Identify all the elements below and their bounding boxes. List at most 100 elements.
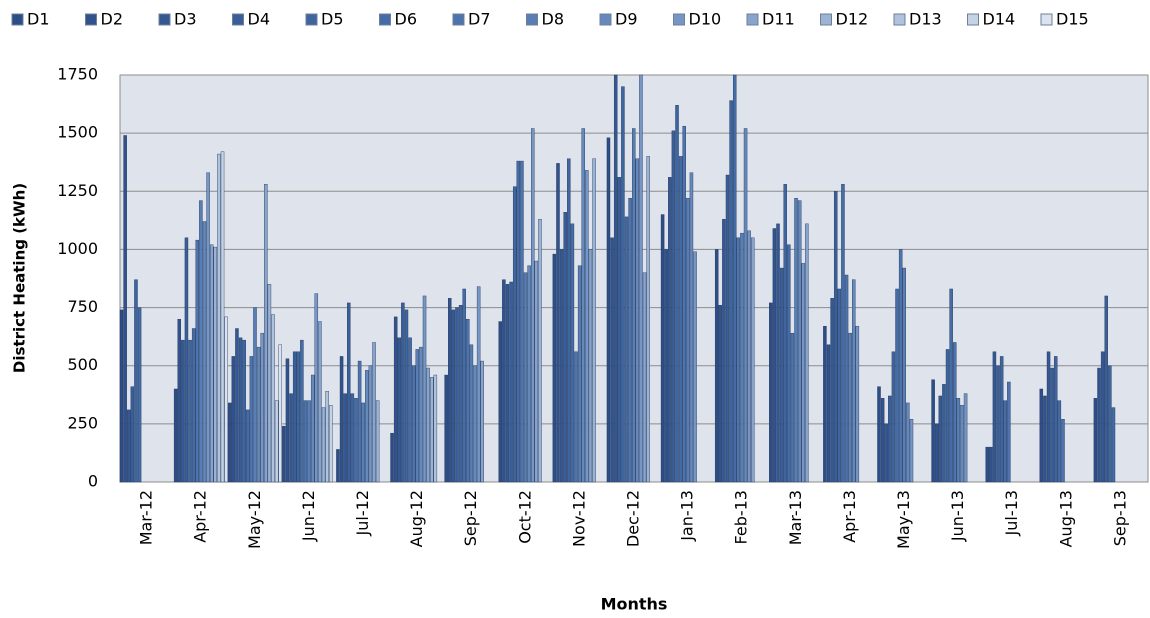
bar	[430, 377, 434, 483]
bar	[588, 249, 593, 483]
bar	[1003, 400, 1007, 483]
legend-label: D10	[689, 10, 722, 29]
legend-swatch	[526, 13, 538, 26]
bar	[455, 307, 459, 483]
bar	[628, 198, 632, 483]
bar	[606, 137, 611, 483]
x-tick-label: Feb-13	[732, 490, 751, 544]
bar	[531, 128, 535, 483]
bar	[458, 305, 463, 483]
bar	[372, 342, 376, 483]
bar	[173, 388, 178, 483]
y-tick-label: 500	[67, 355, 98, 374]
bar	[624, 216, 629, 483]
bar	[963, 393, 968, 483]
bar	[1097, 367, 1101, 483]
legend-swatch	[158, 13, 171, 26]
bar	[516, 160, 521, 483]
bar	[884, 423, 888, 483]
bar	[350, 393, 355, 483]
bar	[502, 279, 506, 483]
bar	[852, 279, 856, 483]
y-tick-label: 1250	[57, 181, 98, 200]
bar	[743, 128, 748, 483]
bar	[880, 398, 885, 483]
bar	[567, 158, 571, 483]
bar	[906, 402, 910, 483]
bar	[357, 360, 362, 483]
bar	[985, 446, 989, 483]
bar	[509, 281, 513, 483]
bar	[675, 105, 679, 483]
bar	[1061, 419, 1065, 483]
bar	[253, 307, 257, 483]
legend-label: D14	[983, 10, 1016, 29]
x-tick-label: Mar-13	[786, 490, 805, 545]
bar	[790, 332, 795, 483]
legend-label: D4	[248, 10, 271, 29]
bar	[833, 191, 838, 483]
bar	[505, 284, 510, 483]
legend-swatch	[232, 13, 244, 26]
legend-swatch	[893, 13, 906, 26]
bar	[556, 163, 560, 483]
x-tick-label: May-13	[894, 490, 913, 549]
bar	[336, 449, 340, 483]
bar	[426, 367, 430, 483]
bar	[678, 156, 683, 483]
bar	[740, 232, 744, 483]
bar	[574, 351, 578, 483]
legend-swatch	[11, 13, 24, 26]
bar	[448, 298, 452, 483]
bar	[343, 393, 347, 483]
bar	[999, 356, 1004, 483]
bar	[307, 400, 311, 483]
bar	[877, 386, 881, 483]
x-tick-label: Sep-12	[461, 490, 480, 546]
x-tick-label: Apr-12	[191, 490, 210, 543]
bar	[538, 218, 542, 483]
bar	[365, 370, 369, 483]
bar	[177, 319, 181, 483]
bar	[837, 288, 842, 483]
legend-label: D8	[542, 10, 565, 29]
bar	[422, 295, 427, 483]
bar	[729, 100, 733, 483]
x-tick-label: Sep-13	[1110, 490, 1129, 546]
bar	[375, 400, 380, 483]
bar	[473, 365, 477, 483]
bar	[271, 314, 275, 483]
bar	[191, 328, 196, 483]
bar	[130, 386, 135, 483]
bar	[610, 237, 614, 483]
bar	[956, 398, 961, 483]
bar	[476, 286, 481, 483]
bar	[1050, 367, 1054, 483]
bar	[390, 432, 394, 483]
bar	[213, 246, 218, 483]
bar	[996, 365, 1000, 483]
x-tick-label: Jun-12	[299, 490, 318, 542]
bar	[855, 325, 860, 483]
bar	[646, 156, 650, 483]
bar	[339, 356, 344, 483]
bar	[217, 153, 221, 483]
bar	[841, 184, 845, 483]
bar	[462, 288, 466, 483]
bar	[621, 86, 625, 483]
bar	[902, 267, 906, 483]
bar	[325, 391, 329, 483]
bar	[732, 74, 737, 483]
bar	[206, 172, 210, 483]
bar	[415, 349, 420, 483]
bar	[480, 360, 484, 483]
bar	[199, 200, 203, 483]
bar	[769, 302, 773, 483]
bar	[776, 223, 780, 483]
bar	[300, 339, 304, 483]
bar	[693, 251, 697, 483]
bar	[671, 130, 676, 483]
bar	[469, 344, 474, 483]
bar	[347, 302, 351, 483]
bar	[256, 346, 261, 483]
